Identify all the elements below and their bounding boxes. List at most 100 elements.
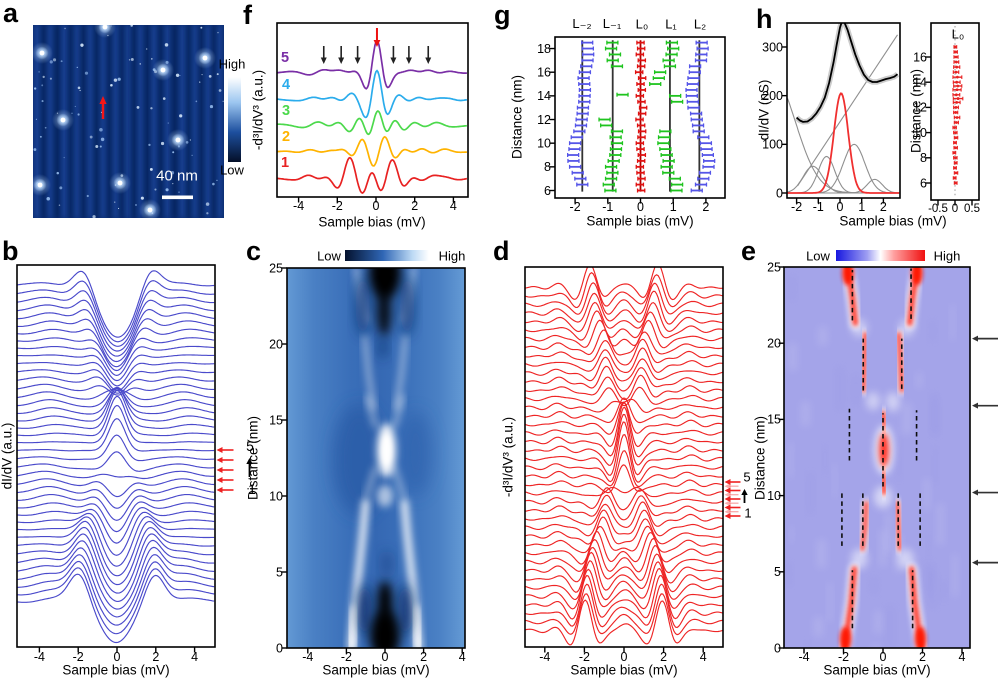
svg-text:6: 6 — [544, 184, 551, 198]
panel-letter-c: c — [246, 236, 262, 266]
svg-text:8: 8 — [920, 151, 927, 165]
panel-c-heatmap — [287, 268, 465, 648]
h-l0-label: L₀ — [951, 26, 965, 42]
svg-text:2: 2 — [420, 650, 427, 664]
svg-text:-2: -2 — [73, 650, 84, 664]
svg-text:0: 0 — [373, 199, 380, 213]
svg-text:25: 25 — [269, 261, 283, 275]
f-curve-label-3: 3 — [281, 103, 291, 119]
panel-a-image — [33, 25, 224, 218]
g-level-label-l2: L₂ — [693, 16, 707, 32]
panel-e-axes: -4 -2 0 2 4 0 5 10 15 20 25 — [767, 260, 971, 664]
svg-text:-4: -4 — [293, 199, 304, 213]
panel-d-curves — [525, 267, 723, 646]
svg-text:0: 0 — [837, 200, 844, 214]
svg-text:-2: -2 — [579, 650, 590, 664]
svg-text:4: 4 — [459, 650, 466, 664]
b-annotation-top: 5 — [246, 438, 254, 454]
g-ylabel: Distance (nm) — [509, 74, 525, 160]
svg-text:0: 0 — [276, 641, 283, 655]
svg-text:2: 2 — [152, 650, 159, 664]
g-level-label-l1: L₁ — [665, 16, 677, 32]
f-xlabel: Sample bias (mV) — [318, 214, 426, 230]
panel-letter-b: b — [2, 236, 19, 266]
colorbar-low-label-a: Low — [220, 162, 244, 178]
svg-text:300: 300 — [762, 40, 783, 54]
svg-text:0: 0 — [880, 650, 887, 664]
c-xlabel: Sample bias (mV) — [322, 662, 430, 678]
panel-e-heatmap — [784, 267, 970, 648]
svg-text:-1: -1 — [813, 200, 824, 214]
panel-h-right-axes: -0.5 0 0.5 6 8 10 12 14 16 — [913, 22, 980, 215]
svg-text:10: 10 — [269, 489, 283, 503]
g-xlabel: Sample bias (mV) — [586, 213, 694, 229]
colorbar-e — [836, 250, 925, 261]
svg-text:18: 18 — [537, 42, 551, 56]
svg-text:-1: -1 — [602, 200, 613, 214]
svg-text:12: 12 — [913, 101, 927, 115]
scale-bar-label: 40 nm — [156, 167, 198, 185]
scale-bar — [162, 195, 193, 200]
svg-text:20: 20 — [767, 337, 781, 351]
f-curve-label-5: 5 — [280, 50, 290, 66]
panel-c-axes: -4 -2 0 2 4 0 5 10 15 20 25 — [269, 261, 466, 664]
colorbar-high-label-a: High — [218, 56, 246, 72]
svg-text:10: 10 — [537, 136, 551, 150]
svg-text:0: 0 — [621, 650, 628, 664]
panel-b-axes: -4 -2 0 2 4 — [16, 264, 216, 664]
c-ylabel: Distance (nm) — [245, 415, 261, 501]
svg-text:8: 8 — [544, 160, 551, 174]
svg-text:0.5: 0.5 — [964, 203, 980, 215]
svg-text:5: 5 — [276, 565, 283, 579]
svg-text:100: 100 — [762, 138, 783, 152]
d-annotation-bottom: 1 — [744, 505, 752, 521]
e-xlabel: Sample bias (mV) — [823, 662, 931, 678]
svg-text:-4: -4 — [302, 650, 313, 664]
svg-text:2: 2 — [919, 650, 926, 664]
colorbar-high-label-e: High — [933, 248, 961, 264]
svg-text:-0.5: -0.5 — [928, 203, 948, 215]
panel-letter-e: e — [741, 236, 757, 266]
colorbar-high-label-c: High — [438, 248, 466, 264]
f-curve-label-4: 4 — [281, 77, 291, 93]
panel-letter-a: a — [3, 0, 19, 28]
svg-text:2: 2 — [411, 199, 418, 213]
b-xlabel: Sample bias (mV) — [62, 662, 170, 678]
colorbar-c — [345, 250, 429, 261]
panel-b-annotation-arrows — [216, 447, 253, 493]
svg-text:14: 14 — [537, 89, 551, 103]
svg-text:-2: -2 — [791, 200, 802, 214]
colorbar-a — [228, 77, 241, 162]
svg-text:4: 4 — [191, 650, 198, 664]
svg-text:20: 20 — [269, 337, 283, 351]
svg-text:2: 2 — [660, 650, 667, 664]
panel-d-axes: -4 -2 0 2 4 — [524, 266, 724, 664]
svg-text:-2: -2 — [341, 650, 352, 664]
panel-h-right-data — [952, 26, 964, 197]
svg-text:0: 0 — [637, 200, 644, 214]
panel-h-left-curves — [787, 23, 900, 194]
g-level-label-l0: L₀ — [635, 16, 649, 32]
svg-text:-2: -2 — [332, 199, 343, 213]
b-ylabel: dI/dV (a.u.) — [0, 422, 15, 490]
svg-text:10: 10 — [767, 489, 781, 503]
h-xlabel: Sample bias (mV) — [839, 213, 947, 229]
h-left-ylabel: dI/dV (nS) — [756, 79, 772, 141]
panel-b-curves — [17, 270, 215, 644]
d-xlabel: Sample bias (mV) — [570, 662, 678, 678]
e-ylabel: Distance (nm) — [752, 415, 768, 501]
svg-text:15: 15 — [269, 413, 283, 427]
svg-text:2: 2 — [880, 200, 887, 214]
svg-text:0: 0 — [774, 641, 781, 655]
panel-e-side-arrows — [972, 335, 998, 566]
panel-letter-g: g — [494, 0, 511, 30]
d-annotation-top: 5 — [743, 469, 751, 485]
svg-text:5: 5 — [774, 565, 781, 579]
svg-text:0: 0 — [776, 186, 783, 200]
svg-text:12: 12 — [537, 113, 551, 127]
panel-g-data — [566, 40, 716, 193]
svg-text:4: 4 — [959, 650, 966, 664]
panel-a-position-arrow — [99, 96, 107, 119]
